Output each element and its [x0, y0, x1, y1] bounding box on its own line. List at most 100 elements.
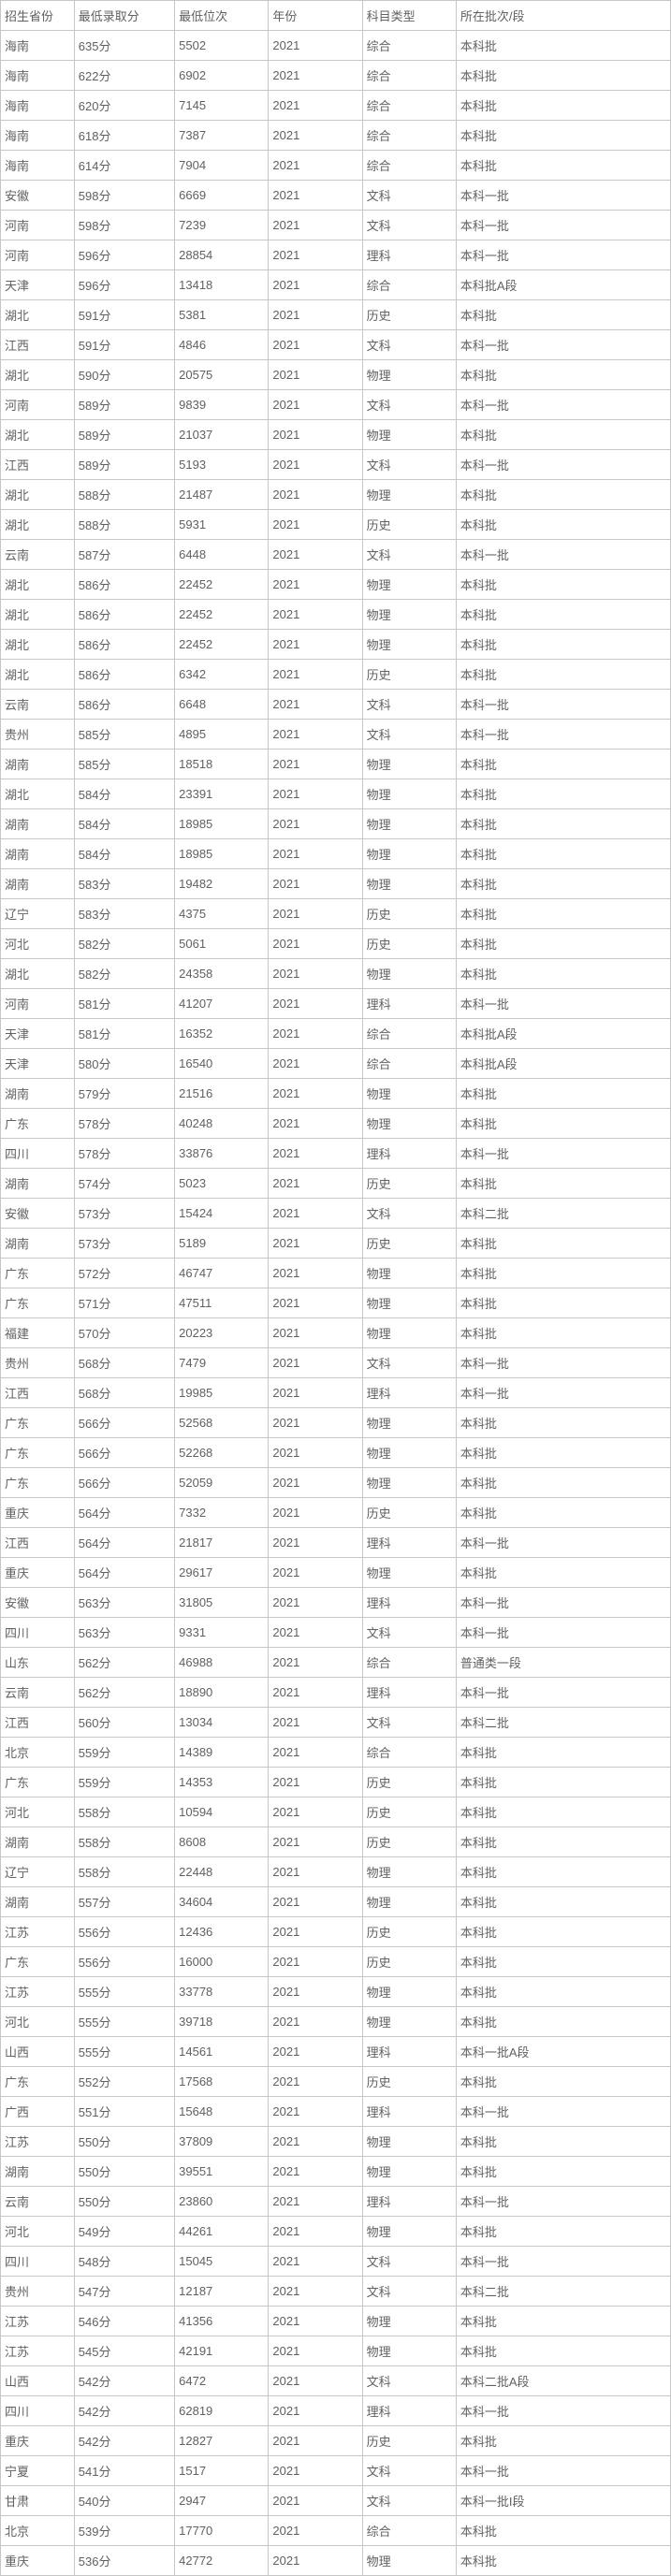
table-cell: 综合 — [362, 91, 456, 121]
table-cell: 江西 — [1, 1708, 75, 1738]
table-cell: 辽宁 — [1, 899, 75, 929]
table-row: 河南598分72392021文科本科一批 — [1, 211, 671, 240]
table-cell: 2021 — [269, 211, 362, 240]
table-cell: 5381 — [175, 300, 269, 330]
table-cell: 安徽 — [1, 1588, 75, 1618]
table-cell: 宁夏 — [1, 2456, 75, 2486]
table-cell: 548分 — [74, 2247, 174, 2277]
table-cell: 2021 — [269, 1797, 362, 1827]
table-cell: 江苏 — [1, 1917, 75, 1947]
table-cell: 物理 — [362, 1288, 456, 1318]
table-cell: 571分 — [74, 1288, 174, 1318]
table-cell: 物理 — [362, 1109, 456, 1139]
table-cell: 本科一批 — [456, 2187, 670, 2217]
table-cell: 本科一批 — [456, 390, 670, 420]
table-cell: 2021 — [269, 2426, 362, 2456]
table-cell: 安徽 — [1, 1199, 75, 1229]
table-cell: 文科 — [362, 690, 456, 720]
table-cell: 本科批 — [456, 300, 670, 330]
table-cell: 15045 — [175, 2247, 269, 2277]
table-row: 云南550分238602021理科本科一批 — [1, 2187, 671, 2217]
table-row: 安徽563分318052021理科本科一批 — [1, 1588, 671, 1618]
table-cell: 综合 — [362, 121, 456, 151]
table-cell: 563分 — [74, 1588, 174, 1618]
table-cell: 本科批 — [456, 1797, 670, 1827]
table-cell: 物理 — [362, 420, 456, 450]
table-cell: 4375 — [175, 899, 269, 929]
table-cell: 湖北 — [1, 360, 75, 390]
table-cell: 2021 — [269, 779, 362, 809]
table-cell: 本科批A段 — [456, 270, 670, 300]
table-cell: 物理 — [362, 1438, 456, 1468]
table-row: 湖南573分51892021历史本科批 — [1, 1229, 671, 1259]
table-cell: 本科批 — [456, 1768, 670, 1797]
table-row: 河北549分442612021物理本科批 — [1, 2217, 671, 2247]
table-cell: 2021 — [269, 121, 362, 151]
table-cell: 江西 — [1, 1378, 75, 1408]
table-cell: 本科一批 — [456, 1139, 670, 1169]
table-row: 云南586分66482021文科本科一批 — [1, 690, 671, 720]
table-cell: 湖北 — [1, 959, 75, 989]
table-cell: 4895 — [175, 720, 269, 750]
table-cell: 重庆 — [1, 1558, 75, 1588]
table-cell: 综合 — [362, 1738, 456, 1768]
table-cell: 本科批A段 — [456, 1049, 670, 1079]
table-cell: 549分 — [74, 2217, 174, 2247]
table-cell: 12187 — [175, 2277, 269, 2307]
table-cell: 2021 — [269, 630, 362, 660]
table-cell: 2021 — [269, 480, 362, 510]
table-cell: 本科批 — [456, 2157, 670, 2187]
table-cell: 588分 — [74, 510, 174, 540]
table-cell: 文科 — [362, 720, 456, 750]
table-cell: 2021 — [269, 1049, 362, 1079]
table-cell: 586分 — [74, 660, 174, 690]
table-cell: 广东 — [1, 1408, 75, 1438]
table-cell: 本科一批 — [456, 989, 670, 1019]
table-cell: 物理 — [362, 839, 456, 869]
table-cell: 2021 — [269, 300, 362, 330]
table-cell: 本科二批 — [456, 1199, 670, 1229]
table-cell: 四川 — [1, 2396, 75, 2426]
table-cell: 541分 — [74, 2456, 174, 2486]
table-cell: 2021 — [269, 540, 362, 570]
table-row: 海南635分55022021综合本科批 — [1, 31, 671, 61]
table-row: 福建570分202232021物理本科批 — [1, 1318, 671, 1348]
table-cell: 广西 — [1, 2097, 75, 2127]
table-cell: 文科 — [362, 181, 456, 211]
table-cell: 17568 — [175, 2067, 269, 2097]
table-cell: 39551 — [175, 2157, 269, 2187]
table-cell: 湖南 — [1, 839, 75, 869]
table-cell: 物理 — [362, 1079, 456, 1109]
table-cell: 江西 — [1, 450, 75, 480]
table-cell: 广东 — [1, 1438, 75, 1468]
table-cell: 本科批 — [456, 1498, 670, 1528]
table-cell: 578分 — [74, 1139, 174, 1169]
table-cell: 物理 — [362, 570, 456, 600]
table-cell: 本科一批 — [456, 330, 670, 360]
table-cell: 591分 — [74, 300, 174, 330]
table-cell: 物理 — [362, 1468, 456, 1498]
table-cell: 文科 — [362, 450, 456, 480]
table-cell: 历史 — [362, 1797, 456, 1827]
table-cell: 本科批 — [456, 1857, 670, 1887]
table-cell: 557分 — [74, 1887, 174, 1917]
table-cell: 2021 — [269, 31, 362, 61]
table-cell: 物理 — [362, 1857, 456, 1887]
table-cell: 16000 — [175, 1947, 269, 1977]
table-cell: 2021 — [269, 750, 362, 779]
table-cell: 582分 — [74, 929, 174, 959]
table-cell: 本科二批 — [456, 2277, 670, 2307]
table-cell: 2021 — [269, 1977, 362, 2007]
table-cell: 2021 — [269, 61, 362, 91]
table-row: 云南562分188902021理科本科一批 — [1, 1678, 671, 1708]
table-cell: 586分 — [74, 570, 174, 600]
table-row: 四川548分150452021文科本科一批 — [1, 2247, 671, 2277]
table-cell: 42191 — [175, 2336, 269, 2366]
table-cell: 历史 — [362, 1947, 456, 1977]
table-cell: 12436 — [175, 1917, 269, 1947]
table-cell: 2021 — [269, 1079, 362, 1109]
table-cell: 海南 — [1, 31, 75, 61]
table-cell: 本科批 — [456, 1109, 670, 1139]
table-cell: 2947 — [175, 2486, 269, 2516]
table-cell: 本科批 — [456, 1887, 670, 1917]
